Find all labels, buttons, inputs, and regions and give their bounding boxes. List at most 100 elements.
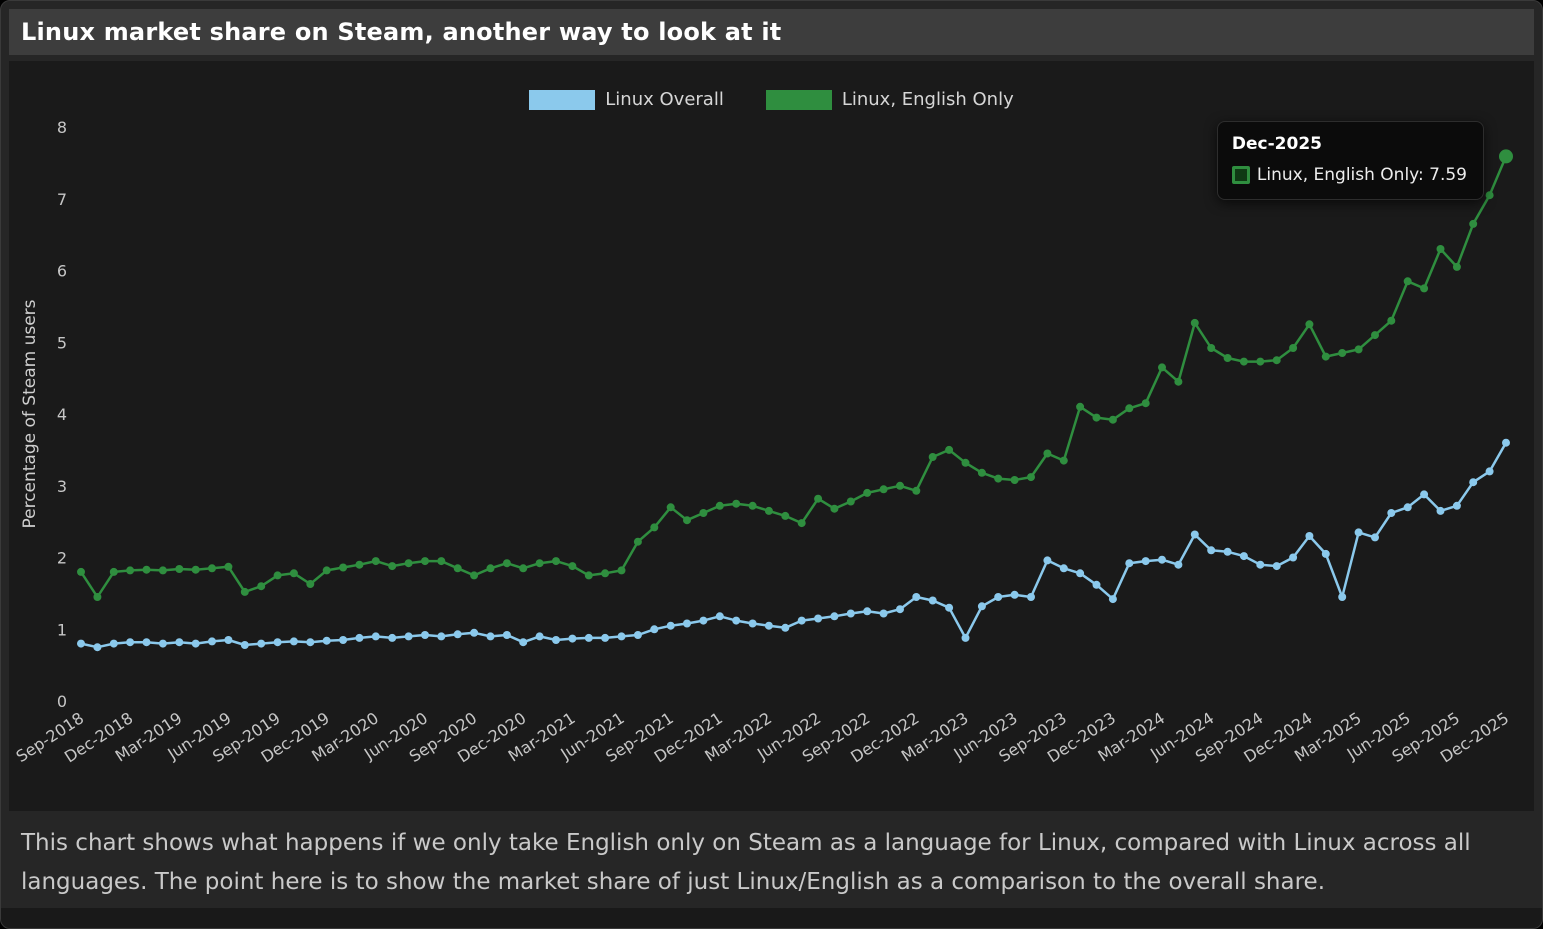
series-point-linux-english-only[interactable]: [732, 499, 741, 508]
series-point-linux-overall[interactable]: [257, 639, 266, 648]
series-point-linux-english-only[interactable]: [977, 468, 986, 477]
series-point-linux-overall[interactable]: [388, 633, 397, 642]
series-point-linux-english-only[interactable]: [1027, 473, 1035, 482]
series-point-linux-english-only[interactable]: [273, 571, 282, 580]
series-point-linux-english-only[interactable]: [224, 562, 233, 571]
series-point-linux-overall[interactable]: [306, 638, 315, 647]
series-point-linux-english-only[interactable]: [355, 560, 364, 569]
series-point-linux-english-only[interactable]: [453, 564, 462, 573]
legend-item-linux-english-only[interactable]: Linux, English Only: [765, 89, 1014, 110]
series-point-linux-english-only[interactable]: [1420, 284, 1429, 293]
series-point-linux-english-only[interactable]: [1256, 357, 1265, 366]
series-point-linux-english-only[interactable]: [896, 481, 904, 490]
series-point-linux-overall[interactable]: [77, 639, 85, 648]
series-point-linux-overall[interactable]: [1059, 564, 1068, 573]
series-point-linux-english-only[interactable]: [306, 580, 315, 588]
series-point-linux-overall[interactable]: [617, 632, 626, 641]
highlighted-point[interactable]: [1499, 149, 1513, 164]
series-point-linux-english-only[interactable]: [77, 567, 85, 576]
series-point-linux-english-only[interactable]: [502, 559, 511, 568]
series-point-linux-english-only[interactable]: [797, 519, 806, 528]
series-point-linux-english-only[interactable]: [879, 485, 888, 494]
series-point-linux-overall[interactable]: [470, 628, 479, 637]
series-point-linux-english-only[interactable]: [633, 537, 642, 546]
series-point-linux-english-only[interactable]: [1092, 413, 1101, 422]
series-point-linux-english-only[interactable]: [650, 523, 659, 532]
series-point-linux-english-only[interactable]: [142, 565, 151, 574]
series-point-linux-overall[interactable]: [699, 616, 708, 625]
series-point-linux-english-only[interactable]: [240, 587, 249, 596]
series-point-linux-overall[interactable]: [1043, 556, 1052, 565]
series-point-linux-english-only[interactable]: [371, 557, 380, 566]
series-point-linux-english-only[interactable]: [715, 501, 724, 510]
series-point-linux-english-only[interactable]: [1010, 476, 1019, 484]
series-point-linux-english-only[interactable]: [191, 565, 200, 574]
series-point-linux-overall[interactable]: [191, 639, 200, 648]
series-point-linux-overall[interactable]: [355, 633, 364, 642]
series-point-linux-english-only[interactable]: [945, 445, 954, 454]
series-point-linux-english-only[interactable]: [1207, 344, 1216, 352]
legend-item-linux-overall[interactable]: Linux Overall: [529, 89, 724, 110]
series-point-linux-english-only[interactable]: [1338, 349, 1347, 357]
series-point-linux-english-only[interactable]: [830, 504, 839, 513]
series-point-linux-overall[interactable]: [797, 616, 806, 625]
series-point-linux-overall[interactable]: [1207, 546, 1216, 555]
series-point-linux-overall[interactable]: [1371, 533, 1379, 542]
series-point-linux-english-only[interactable]: [289, 569, 298, 578]
series-point-linux-overall[interactable]: [601, 633, 610, 642]
series-point-linux-overall[interactable]: [748, 619, 757, 628]
series-point-linux-overall[interactable]: [928, 596, 937, 605]
series-point-linux-english-only[interactable]: [748, 501, 757, 510]
series-point-linux-overall[interactable]: [552, 636, 560, 644]
series-point-linux-overall[interactable]: [1092, 580, 1101, 589]
series-point-linux-english-only[interactable]: [814, 494, 823, 503]
series-point-linux-english-only[interactable]: [93, 593, 102, 601]
series-point-linux-overall[interactable]: [175, 638, 184, 647]
series-point-linux-overall[interactable]: [158, 639, 167, 648]
series-point-linux-overall[interactable]: [1174, 560, 1183, 569]
series-point-linux-overall[interactable]: [404, 632, 413, 641]
series-point-linux-overall[interactable]: [1108, 595, 1117, 604]
series-point-linux-english-only[interactable]: [1043, 449, 1052, 458]
series-point-linux-overall[interactable]: [961, 633, 970, 642]
series-point-linux-english-only[interactable]: [1485, 191, 1494, 200]
series-point-linux-overall[interactable]: [1469, 478, 1478, 487]
series-point-linux-overall[interactable]: [650, 625, 659, 634]
series-point-linux-overall[interactable]: [93, 643, 102, 652]
series-point-linux-overall[interactable]: [273, 638, 282, 647]
series-point-linux-english-only[interactable]: [1436, 245, 1445, 253]
series-point-linux-english-only[interactable]: [1223, 354, 1232, 362]
series-point-linux-english-only[interactable]: [1158, 363, 1166, 372]
series-point-linux-english-only[interactable]: [552, 557, 560, 566]
series-point-linux-overall[interactable]: [322, 636, 331, 645]
series-point-linux-overall[interactable]: [715, 612, 724, 621]
series-point-linux-overall[interactable]: [1223, 547, 1232, 556]
series-point-linux-english-only[interactable]: [994, 474, 1003, 483]
series-point-linux-overall[interactable]: [437, 632, 446, 641]
series-point-linux-overall[interactable]: [1321, 549, 1330, 558]
series-point-linux-english-only[interactable]: [764, 506, 773, 515]
series-point-linux-overall[interactable]: [1387, 509, 1396, 517]
series-point-linux-english-only[interactable]: [928, 453, 937, 461]
series-point-linux-english-only[interactable]: [1141, 399, 1150, 408]
series-point-linux-overall[interactable]: [208, 637, 216, 646]
series-point-linux-overall[interactable]: [1076, 569, 1085, 578]
series-point-linux-english-only[interactable]: [683, 516, 691, 525]
series-point-linux-overall[interactable]: [371, 632, 380, 641]
series-point-linux-overall[interactable]: [846, 609, 855, 618]
series-point-linux-english-only[interactable]: [486, 564, 495, 573]
series-point-linux-overall[interactable]: [863, 607, 872, 616]
series-point-linux-overall[interactable]: [453, 630, 462, 639]
series-point-linux-overall[interactable]: [1354, 528, 1363, 537]
series-point-linux-overall[interactable]: [519, 638, 528, 647]
series-point-linux-english-only[interactable]: [158, 566, 167, 575]
series-point-linux-overall[interactable]: [584, 633, 593, 642]
series-point-linux-overall[interactable]: [1125, 559, 1134, 568]
series-point-linux-overall[interactable]: [781, 623, 790, 632]
series-point-linux-overall[interactable]: [142, 638, 151, 647]
series-point-linux-overall[interactable]: [1010, 590, 1019, 599]
series-point-linux-english-only[interactable]: [1076, 402, 1085, 411]
series-point-linux-english-only[interactable]: [1059, 456, 1068, 465]
series-line-linux-english-only[interactable]: [79, 155, 1508, 599]
